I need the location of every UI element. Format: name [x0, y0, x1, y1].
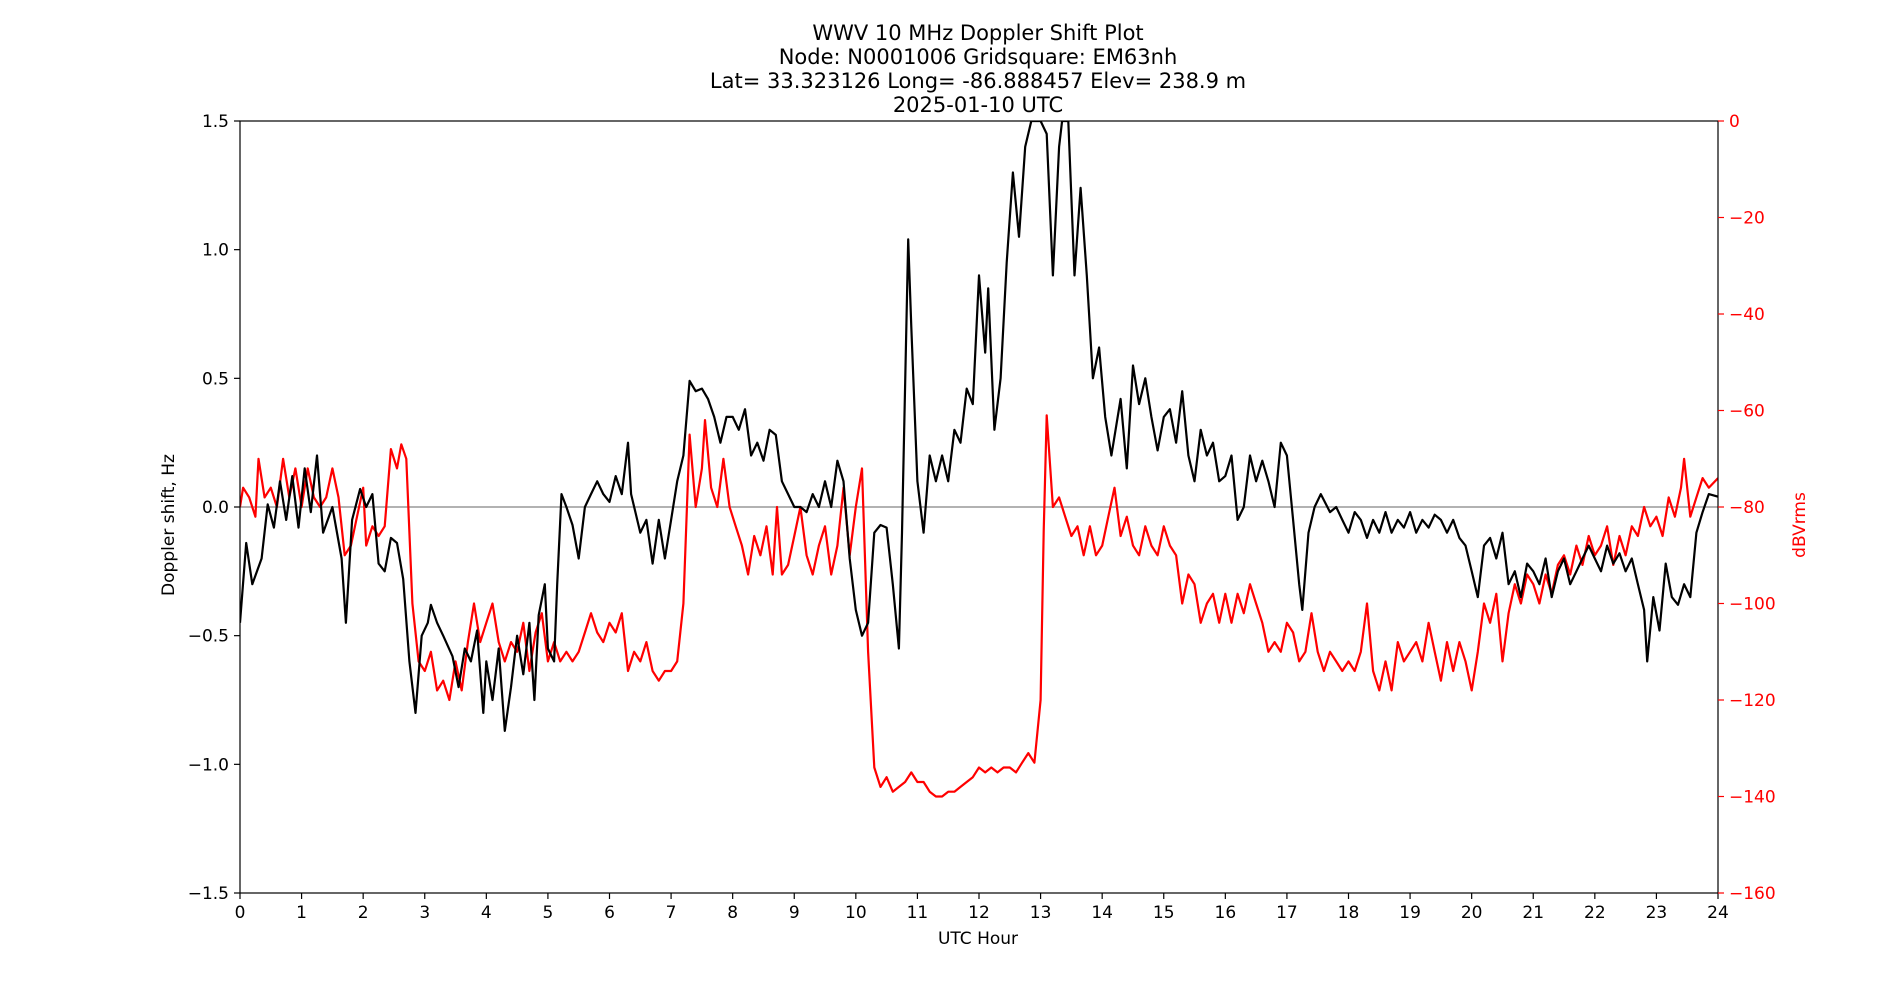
- x-tick-label: 24: [1707, 903, 1729, 923]
- x-tick-label: 17: [1276, 903, 1298, 923]
- y2-tick-label: −20: [1729, 209, 1765, 229]
- x-tick-label: 16: [1215, 903, 1237, 923]
- x-tick-label: 20: [1461, 903, 1483, 923]
- y-tick-label: 0.0: [202, 498, 229, 518]
- x-tick-label: 7: [666, 903, 677, 923]
- x-tick-label: 23: [1646, 903, 1668, 923]
- x-tick-label: 2: [358, 903, 369, 923]
- x-tick-label: 15: [1153, 903, 1175, 923]
- x-tick-label: 6: [604, 903, 615, 923]
- y-axis-label: Doppler shift, Hz: [159, 454, 179, 596]
- y2-tick-label: −100: [1729, 595, 1776, 615]
- x-tick-label: 18: [1338, 903, 1360, 923]
- title-line-3: Lat= 33.323126 Long= -86.888457 Elev= 23…: [710, 69, 1246, 93]
- chart-title: WWV 10 MHz Doppler Shift Plot Node: N000…: [710, 21, 1246, 117]
- doppler-shift-series-line: [240, 121, 1718, 732]
- y-tick-label: 1.0: [202, 241, 229, 261]
- x-tick-label: 9: [789, 903, 800, 923]
- y2-tick-label: −140: [1729, 788, 1776, 808]
- y2-tick-label: −40: [1729, 305, 1765, 325]
- axes-group: 0 1 2 3 4 5 6 7 8 9 10 11 12 13 14 15 16 17 18 19 20 21 22 23 24…: [188, 112, 1776, 923]
- x-tick-label: 22: [1584, 903, 1606, 923]
- x-tick-label: 4: [481, 903, 492, 923]
- y-tick-label: −1.0: [188, 755, 229, 775]
- y-tick-label: −1.5: [188, 884, 229, 904]
- x-tick-label: 14: [1091, 903, 1113, 923]
- x-tick-label: 12: [968, 903, 990, 923]
- y2-tick-label: −160: [1729, 884, 1776, 904]
- y2-tick-label: 0: [1729, 112, 1740, 132]
- x-tick-label: 19: [1399, 903, 1421, 923]
- title-line-4: 2025-01-10 UTC: [893, 93, 1063, 117]
- title-line-1: WWV 10 MHz Doppler Shift Plot: [812, 21, 1143, 45]
- x-tick-label: 13: [1030, 903, 1052, 923]
- x-tick-label: 11: [907, 903, 929, 923]
- y-tick-label: 1.5: [202, 112, 229, 132]
- x-tick-label: 21: [1522, 903, 1544, 923]
- x-tick-label: 8: [727, 903, 738, 923]
- y-tick-label: −0.5: [188, 627, 229, 647]
- x-tick-label: 0: [235, 903, 246, 923]
- series-group: [240, 121, 1718, 798]
- y2-axis-label: dBVrms: [1790, 492, 1810, 558]
- x-tick-label: 1: [296, 903, 307, 923]
- y2-tick-label: −60: [1729, 402, 1765, 422]
- x-tick-label: 5: [543, 903, 554, 923]
- y2-tick-label: −120: [1729, 691, 1776, 711]
- signal-power-series-line: [240, 414, 1718, 798]
- x-tick-label: 3: [419, 903, 430, 923]
- x-tick-label: 10: [845, 903, 867, 923]
- y2-tick-label: −80: [1729, 498, 1765, 518]
- y-tick-label: 0.5: [202, 369, 229, 389]
- title-line-2: Node: N0001006 Gridsquare: EM63nh: [779, 45, 1178, 69]
- x-axis-label: UTC Hour: [938, 929, 1018, 949]
